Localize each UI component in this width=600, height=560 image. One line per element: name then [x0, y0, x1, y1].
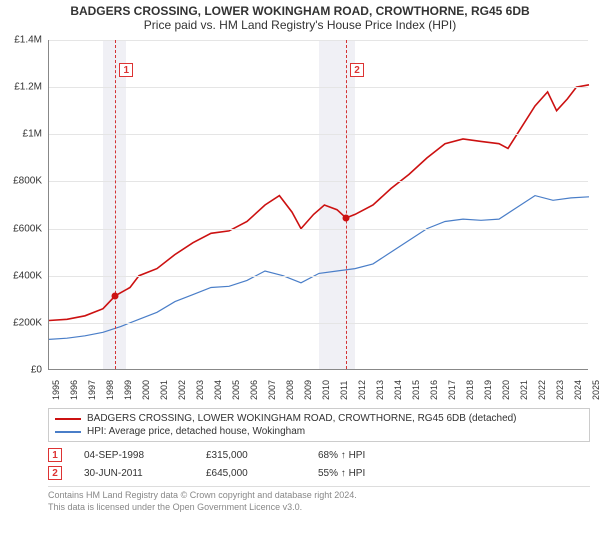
event-dot: [112, 292, 119, 299]
x-tick-label: 2015: [411, 380, 421, 400]
event-row-marker: 2: [48, 466, 62, 480]
x-tick-label: 2004: [213, 380, 223, 400]
event-row: 2 30-JUN-2011 £645,000 55% ↑ HPI: [48, 464, 590, 482]
footer-line-1: Contains HM Land Registry data © Crown c…: [48, 490, 590, 502]
event-row: 1 04-SEP-1998 £315,000 68% ↑ HPI: [48, 446, 590, 464]
x-axis-labels: 1995 1996 1997 1998 1999 2000 2001 2002 2003 2004…: [48, 372, 588, 402]
event-price: £645,000: [206, 468, 296, 479]
x-tick-label: 2012: [357, 380, 367, 400]
event-table: 1 04-SEP-1998 £315,000 68% ↑ HPI 2 30-JUN-201…: [48, 446, 590, 482]
x-tick-label: 2008: [285, 380, 295, 400]
chart-area: £0£200K£400K£600K£800K£1M£1.2M£1.4M 12 1…: [0, 34, 600, 404]
line-layer: [49, 40, 588, 369]
footer-line-2: This data is licensed under the Open Gov…: [48, 502, 590, 514]
event-date: 30-JUN-2011: [84, 468, 184, 479]
x-tick-label: 2009: [303, 380, 313, 400]
series-price_paid: [49, 85, 589, 321]
legend-swatch: [55, 418, 81, 420]
event-dot: [343, 214, 350, 221]
x-tick-label: 2021: [519, 380, 529, 400]
y-tick-label: £600K: [13, 223, 42, 234]
x-tick-label: 2000: [141, 380, 151, 400]
legend-item: HPI: Average price, detached house, Woki…: [55, 425, 583, 438]
y-axis-labels: £0£200K£400K£600K£800K£1M£1.2M£1.4M: [0, 40, 44, 370]
event-date: 04-SEP-1998: [84, 450, 184, 461]
plot-area: 12: [48, 40, 588, 370]
x-tick-label: 2022: [537, 380, 547, 400]
event-delta: 68% ↑ HPI: [318, 450, 418, 461]
event-delta: 55% ↑ HPI: [318, 468, 418, 479]
x-tick-label: 2006: [249, 380, 259, 400]
y-tick-label: £400K: [13, 270, 42, 281]
x-tick-label: 2020: [501, 380, 511, 400]
footer-attribution: Contains HM Land Registry data © Crown c…: [48, 486, 590, 513]
chart-subtitle: Price paid vs. HM Land Registry's House …: [0, 18, 600, 32]
x-tick-label: 2017: [447, 380, 457, 400]
x-tick-label: 2005: [231, 380, 241, 400]
event-marker: 2: [350, 63, 364, 77]
x-tick-label: 2024: [573, 380, 583, 400]
x-tick-label: 2001: [159, 380, 169, 400]
y-tick-label: £1M: [23, 129, 42, 140]
x-tick-label: 2014: [393, 380, 403, 400]
event-vline: [115, 40, 116, 369]
event-row-marker: 1: [48, 448, 62, 462]
legend-label: BADGERS CROSSING, LOWER WOKINGHAM ROAD, …: [87, 413, 517, 424]
event-vline: [346, 40, 347, 369]
x-tick-label: 2011: [339, 381, 349, 400]
legend-label: HPI: Average price, detached house, Woki…: [87, 426, 305, 437]
x-tick-label: 2013: [375, 380, 385, 400]
x-tick-label: 2018: [465, 380, 475, 400]
x-tick-label: 2025: [591, 380, 600, 400]
x-tick-label: 1999: [123, 380, 133, 400]
x-tick-label: 1998: [105, 380, 115, 400]
legend: BADGERS CROSSING, LOWER WOKINGHAM ROAD, …: [48, 408, 590, 442]
y-tick-label: £800K: [13, 176, 42, 187]
x-tick-label: 2003: [195, 380, 205, 400]
x-tick-label: 2023: [555, 380, 565, 400]
x-tick-label: 2016: [429, 380, 439, 400]
y-tick-label: £0: [31, 365, 42, 376]
x-tick-label: 1995: [51, 380, 61, 400]
x-tick-label: 2010: [321, 380, 331, 400]
chart-container: BADGERS CROSSING, LOWER WOKINGHAM ROAD, …: [0, 0, 600, 513]
legend-swatch: [55, 431, 81, 433]
x-tick-label: 2007: [267, 380, 277, 400]
y-tick-label: £200K: [13, 317, 42, 328]
title-block: BADGERS CROSSING, LOWER WOKINGHAM ROAD, …: [0, 0, 600, 34]
x-tick-label: 2002: [177, 380, 187, 400]
series-hpi: [49, 196, 589, 340]
x-tick-label: 1996: [69, 380, 79, 400]
legend-item: BADGERS CROSSING, LOWER WOKINGHAM ROAD, …: [55, 412, 583, 425]
x-tick-label: 2019: [483, 380, 493, 400]
y-tick-label: £1.4M: [14, 35, 42, 46]
y-tick-label: £1.2M: [14, 82, 42, 93]
event-price: £315,000: [206, 450, 296, 461]
event-marker: 1: [119, 63, 133, 77]
chart-title: BADGERS CROSSING, LOWER WOKINGHAM ROAD, …: [0, 4, 600, 18]
x-tick-label: 1997: [87, 380, 97, 400]
